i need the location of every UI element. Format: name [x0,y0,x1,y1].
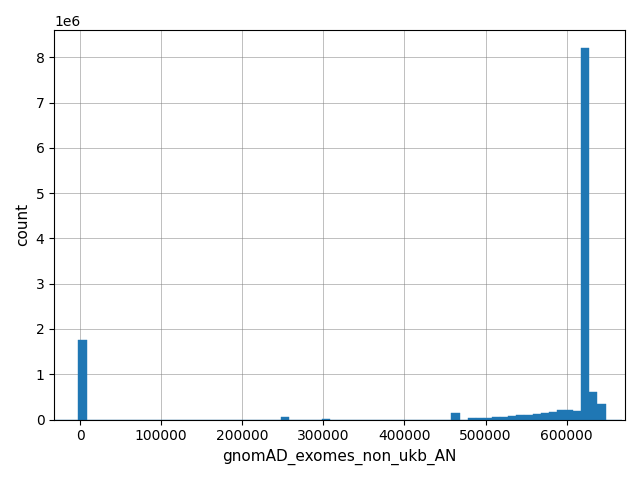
Bar [597,404,605,420]
Bar [516,416,524,420]
Bar [524,415,532,420]
Bar [281,417,289,420]
Bar [451,413,460,420]
Bar [79,340,86,420]
Bar [532,414,541,420]
Bar [573,411,581,420]
Bar [500,417,508,420]
Bar [557,410,565,420]
Bar [581,48,589,420]
Bar [508,416,516,420]
Bar [492,418,500,420]
X-axis label: gnomAD_exomes_non_ukb_AN: gnomAD_exomes_non_ukb_AN [222,449,457,465]
Bar [476,418,484,420]
Bar [468,419,476,420]
Bar [541,412,548,420]
Bar [484,418,492,420]
Bar [548,411,557,420]
Y-axis label: count: count [15,204,30,246]
Bar [565,410,573,420]
Bar [322,419,330,420]
Bar [589,392,597,420]
